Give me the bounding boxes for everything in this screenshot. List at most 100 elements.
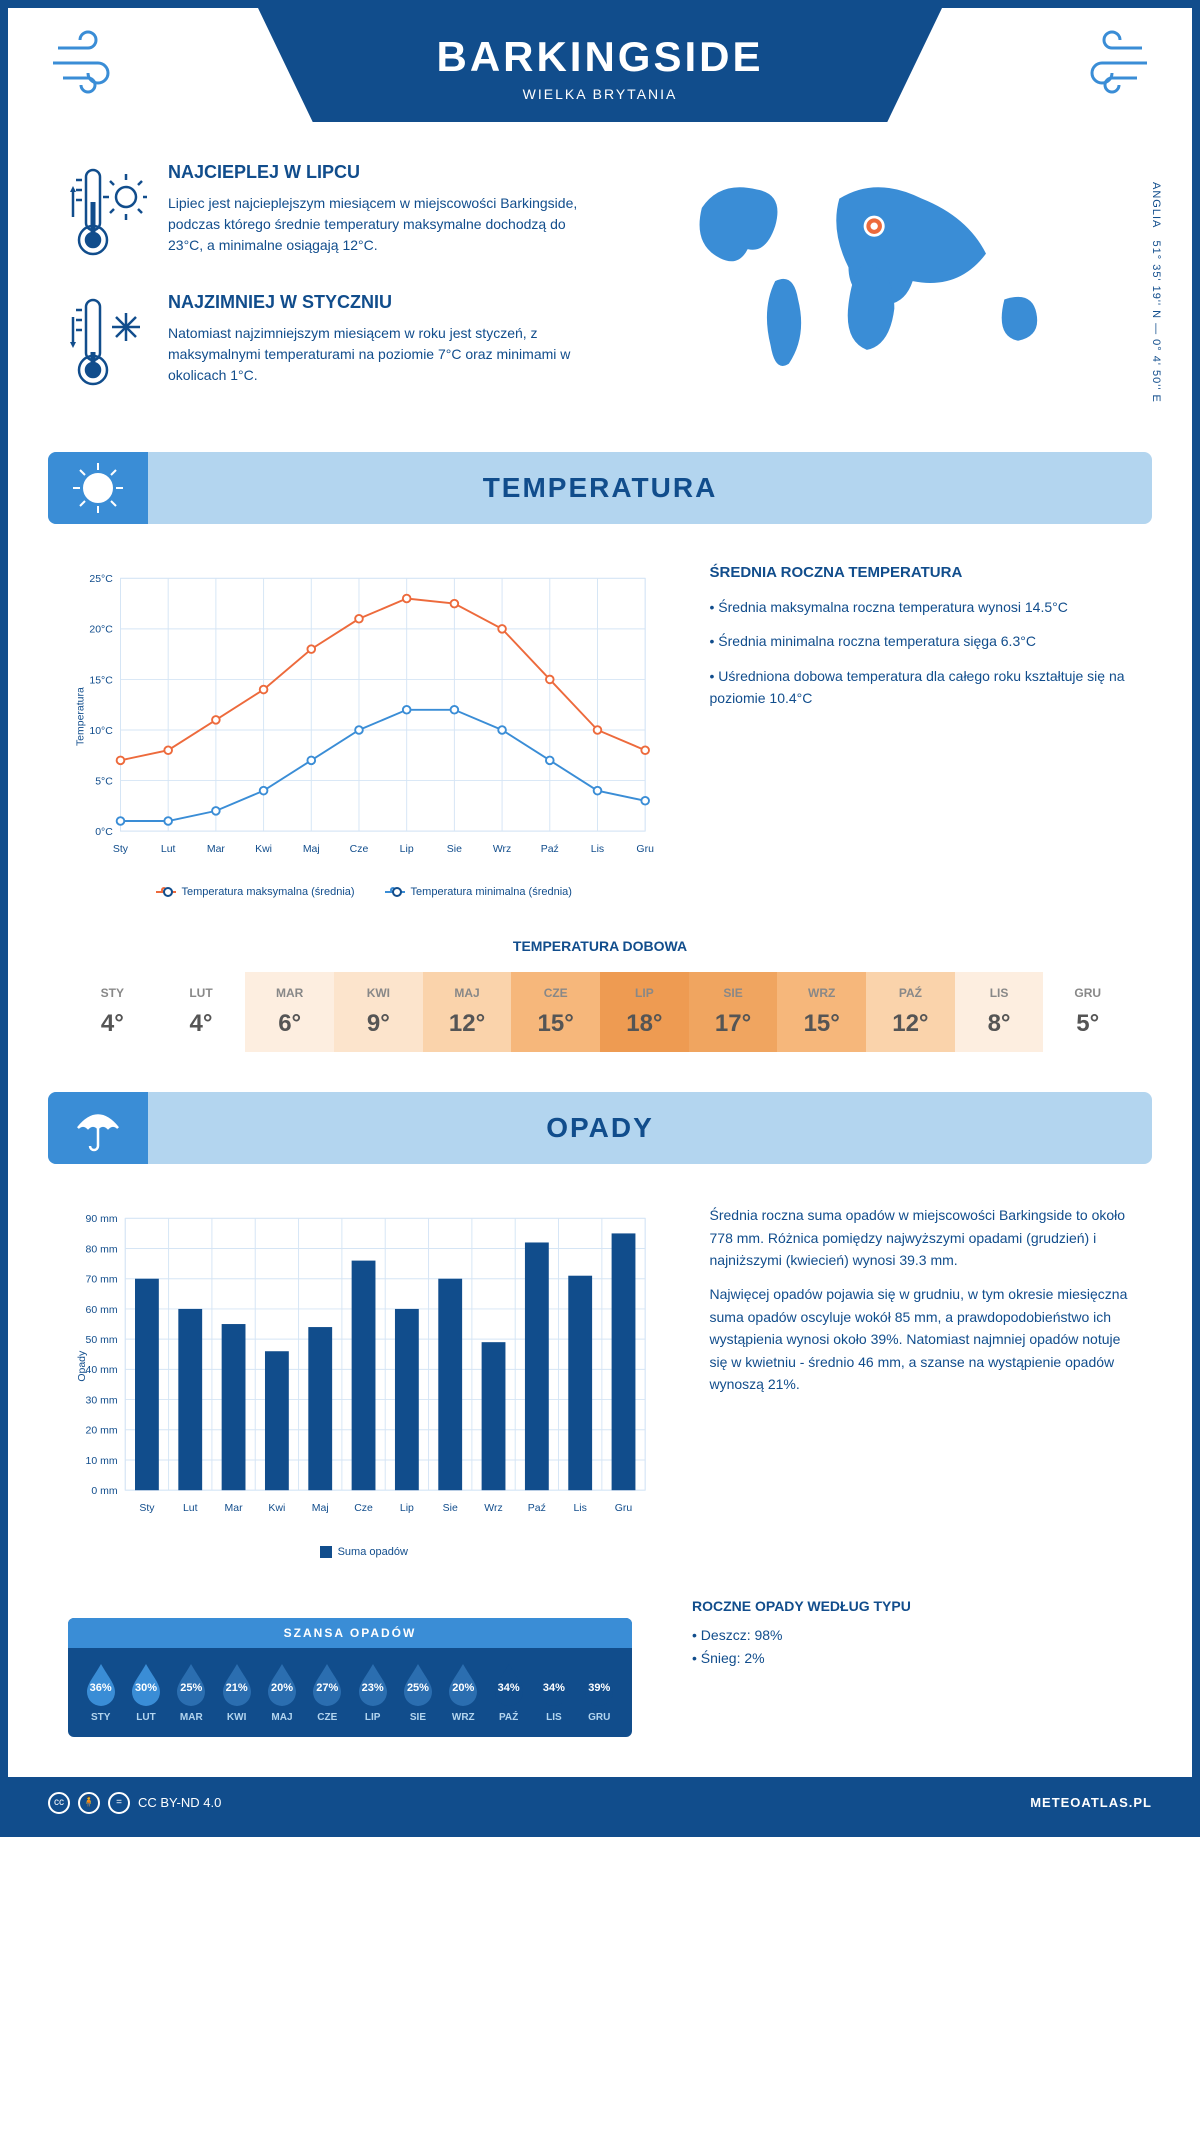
cold-text: NAJZIMNIEJ W STYCZNIU Natomiast najzimni… bbox=[168, 292, 580, 392]
svg-text:80 mm: 80 mm bbox=[86, 1245, 118, 1256]
temperature-legend: Temperatura maksymalna (średnia) Tempera… bbox=[68, 886, 660, 898]
legend-swatch-sum bbox=[320, 1546, 332, 1558]
daily-grid: STY4°LUT4°MAR6°KWI9°MAJ12°CZE15°LIP18°SI… bbox=[68, 972, 1132, 1052]
svg-text:Paź: Paź bbox=[541, 844, 559, 855]
drop-month: MAJ bbox=[259, 1712, 304, 1723]
daily-cell: LIS8° bbox=[955, 972, 1044, 1052]
raindrop-icon: 34% bbox=[491, 1662, 527, 1706]
drop-pct: 30% bbox=[128, 1682, 164, 1694]
svg-text:Lis: Lis bbox=[591, 844, 604, 855]
legend-min: Temperatura minimalna (średnia) bbox=[385, 886, 572, 898]
header-wrap: BARKINGSIDE WIELKA BRYTANIA bbox=[8, 8, 1192, 122]
daily-value: 15° bbox=[511, 1010, 600, 1038]
raindrop-icon: 25% bbox=[400, 1662, 436, 1706]
precip-body: 0 mm10 mm20 mm30 mm40 mm50 mm60 mm70 mm8… bbox=[8, 1164, 1192, 1597]
drop-month: SIE bbox=[395, 1712, 440, 1723]
daily-value: 12° bbox=[866, 1010, 955, 1038]
temperature-title: TEMPERATURA bbox=[68, 472, 1132, 504]
daily-cell: LIP18° bbox=[600, 972, 689, 1052]
drop-month: STY bbox=[78, 1712, 123, 1723]
daily-month: MAR bbox=[245, 986, 334, 1000]
daily-value: 17° bbox=[689, 1010, 778, 1038]
drop-cell: 39%GRU bbox=[577, 1662, 622, 1723]
footer-site: METEOATLAS.PL bbox=[1030, 1795, 1152, 1810]
precip-chart: 0 mm10 mm20 mm30 mm40 mm50 mm60 mm70 mm8… bbox=[68, 1204, 660, 1557]
drop-pct: 34% bbox=[491, 1682, 527, 1694]
daily-value: 15° bbox=[777, 1010, 866, 1038]
raindrop-icon: 30% bbox=[128, 1662, 164, 1706]
svg-text:Maj: Maj bbox=[312, 1503, 329, 1514]
daily-month: GRU bbox=[1043, 986, 1132, 1000]
daily-cell: CZE 15° bbox=[511, 972, 600, 1052]
cc-icon: cc bbox=[48, 1792, 70, 1814]
cold-heading: NAJZIMNIEJ W STYCZNIU bbox=[168, 292, 580, 313]
summary-heading: ŚREDNIA ROCZNA TEMPERATURA bbox=[710, 564, 1133, 581]
drop-pct: 39% bbox=[581, 1682, 617, 1694]
drop-cell: 20%MAJ bbox=[259, 1662, 304, 1723]
precip-legend: Suma opadów bbox=[68, 1546, 660, 1558]
legend-sum-label: Suma opadów bbox=[338, 1546, 408, 1558]
daily-cell: MAR 6° bbox=[245, 972, 334, 1052]
raindrop-icon: 25% bbox=[173, 1662, 209, 1706]
drop-cell: 30% LUT bbox=[123, 1662, 168, 1723]
drop-pct: 25% bbox=[400, 1682, 436, 1694]
license-text: CC BY-ND 4.0 bbox=[138, 1795, 221, 1810]
precip-type: ROCZNE OPADY WEDŁUG TYPU • Deszcz: 98% •… bbox=[692, 1598, 1192, 1672]
summary-point-0: • Średnia maksymalna roczna temperatura … bbox=[710, 596, 1133, 618]
drop-pct: 25% bbox=[173, 1682, 209, 1694]
footer: cc 🧍 = CC BY-ND 4.0 METEOATLAS.PL bbox=[8, 1777, 1192, 1829]
svg-text:50 mm: 50 mm bbox=[86, 1335, 118, 1346]
svg-text:Lut: Lut bbox=[161, 844, 176, 855]
raindrop-icon: 23% bbox=[355, 1662, 391, 1706]
svg-text:25°C: 25°C bbox=[89, 574, 113, 585]
svg-text:Wrz: Wrz bbox=[493, 844, 511, 855]
daily-cell: MAJ12° bbox=[423, 972, 512, 1052]
temperature-summary: ŚREDNIA ROCZNA TEMPERATURA • Średnia mak… bbox=[710, 564, 1133, 898]
svg-text:0°C: 0°C bbox=[95, 827, 113, 838]
page-subtitle: WIELKA BRYTANIA bbox=[258, 86, 942, 102]
daily-value: 6° bbox=[245, 1010, 334, 1038]
drop-cell: 20%WRZ bbox=[441, 1662, 486, 1723]
drop-cell: 27% CZE bbox=[305, 1662, 350, 1723]
svg-text:Mar: Mar bbox=[225, 1503, 244, 1514]
wind-icon bbox=[1062, 28, 1152, 110]
drop-month: LUT bbox=[123, 1712, 168, 1723]
svg-text:5°C: 5°C bbox=[95, 776, 113, 787]
drop-month: CZE bbox=[305, 1712, 350, 1723]
legend-swatch-max bbox=[156, 891, 176, 893]
hot-heading: NAJCIEPLEJ W LIPCU bbox=[168, 162, 580, 183]
temperature-header: TEMPERATURA bbox=[48, 452, 1152, 524]
daily-cell: WRZ 15° bbox=[777, 972, 866, 1052]
svg-text:Cze: Cze bbox=[350, 844, 369, 855]
precip-p2: Najwięcej opadów pojawia się w grudniu, … bbox=[710, 1283, 1133, 1395]
svg-text:60 mm: 60 mm bbox=[86, 1305, 118, 1316]
umbrella-icon bbox=[48, 1092, 148, 1164]
hot-block: NAJCIEPLEJ W LIPCU Lipiec jest najcieple… bbox=[68, 162, 580, 262]
drop-pct: 27% bbox=[309, 1682, 345, 1694]
summary-point-1: • Średnia minimalna roczna temperatura s… bbox=[710, 630, 1133, 652]
svg-text:Lis: Lis bbox=[573, 1503, 586, 1514]
svg-text:Gru: Gru bbox=[636, 844, 654, 855]
temperature-body: 0°C5°C10°C15°C20°C25°CStyLutMarKwiMajCze… bbox=[8, 524, 1192, 938]
drop-cell: 21%KWI bbox=[214, 1662, 259, 1723]
svg-text:20°C: 20°C bbox=[89, 625, 113, 636]
page: BARKINGSIDE WIELKA BRYTANIA NAJCIEPLEJ W… bbox=[0, 0, 1200, 1837]
daily-month: WRZ bbox=[777, 986, 866, 1000]
daily-cell: KWI9° bbox=[334, 972, 423, 1052]
raindrop-icon: 34% bbox=[536, 1662, 572, 1706]
daily-month: LUT bbox=[157, 986, 246, 1000]
page-title: BARKINGSIDE bbox=[258, 33, 942, 81]
precip-header: OPADY bbox=[48, 1092, 1152, 1164]
svg-text:Wrz: Wrz bbox=[484, 1503, 502, 1514]
svg-text:70 mm: 70 mm bbox=[86, 1275, 118, 1286]
raindrop-icon: 36% bbox=[83, 1662, 119, 1706]
thermometer-hot-icon bbox=[68, 162, 148, 262]
daily-title: TEMPERATURA DOBOWA bbox=[68, 938, 1132, 954]
daily-cell: STY4° bbox=[68, 972, 157, 1052]
daily-month: CZE bbox=[511, 986, 600, 1000]
precip-summary: Średnia roczna suma opadów w miejscowośc… bbox=[710, 1204, 1133, 1557]
svg-text:Sie: Sie bbox=[447, 844, 462, 855]
daily-value: 12° bbox=[423, 1010, 512, 1038]
drop-cell: 25%MAR bbox=[169, 1662, 214, 1723]
chance-title: SZANSA OPADÓW bbox=[68, 1618, 632, 1648]
